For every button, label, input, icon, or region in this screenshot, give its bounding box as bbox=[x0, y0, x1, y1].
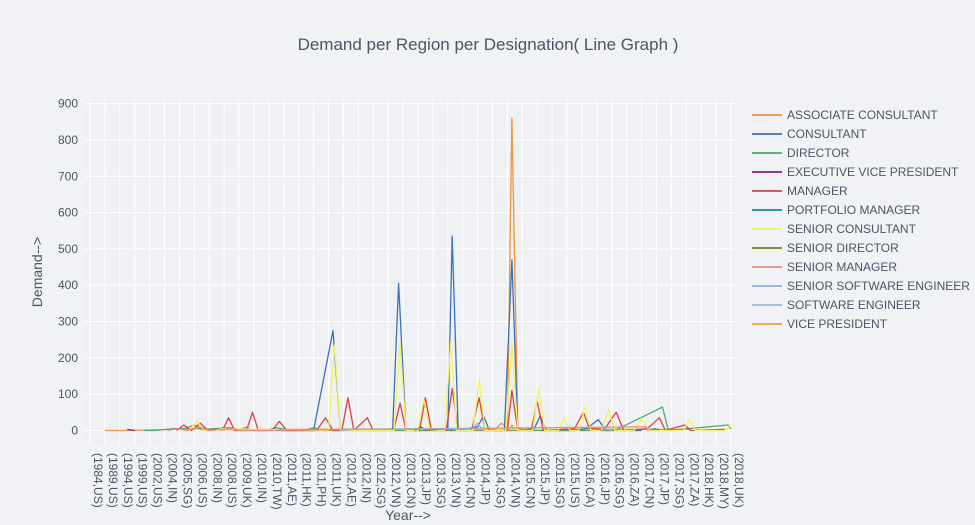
y-tick-label: 400 bbox=[58, 278, 78, 292]
x-tick-label: (2017,CN) bbox=[643, 453, 657, 508]
y-tick-label: 700 bbox=[58, 169, 78, 183]
legend-item[interactable]: SENIOR CONSULTANT bbox=[752, 222, 917, 236]
x-tick-label: (2011,PH) bbox=[315, 453, 329, 507]
x-tick-label: (1999,US) bbox=[136, 453, 150, 508]
x-tick-label: (2004,IN) bbox=[166, 453, 180, 503]
legend-item[interactable]: DIRECTOR bbox=[752, 146, 850, 160]
x-tick-label: (2013,SG) bbox=[434, 453, 448, 508]
x-axis-ticks: (1984,US) (1989,US) (1994,US) (1999,US) (200… bbox=[91, 453, 746, 510]
x-tick-label: (2009,UK) bbox=[240, 453, 254, 508]
legend-item[interactable]: SENIOR MANAGER bbox=[752, 260, 897, 274]
x-tick-label: (2008,IN) bbox=[210, 453, 224, 503]
x-tick-label: (2012,AE) bbox=[344, 453, 358, 507]
series-line bbox=[599, 428, 612, 432]
x-tick-label: (2014,JP) bbox=[479, 453, 493, 505]
legend-item[interactable]: SENIOR DIRECTOR bbox=[752, 241, 899, 255]
x-tick-label: (2018,MY) bbox=[717, 453, 731, 509]
legend-item[interactable]: SENIOR SOFTWARE ENGINEER bbox=[752, 279, 970, 293]
y-tick-label: 200 bbox=[58, 351, 78, 365]
legend-item[interactable]: CONSULTANT bbox=[752, 127, 867, 141]
x-tick-label: (2014,SG) bbox=[493, 453, 507, 508]
x-tick-label: (2017,JP) bbox=[657, 453, 671, 505]
x-tick-label: (2008,US) bbox=[225, 453, 239, 508]
x-tick-label: (2017,ZA) bbox=[687, 453, 701, 506]
gridlines bbox=[85, 100, 736, 445]
x-axis-label: Year--> bbox=[385, 507, 431, 523]
legend-label: PORTFOLIO MANAGER bbox=[787, 203, 920, 217]
legend-label: SENIOR CONSULTANT bbox=[787, 222, 917, 236]
x-tick-label: (2011,HK) bbox=[300, 453, 314, 507]
legend-label: SENIOR SOFTWARE ENGINEER bbox=[787, 279, 970, 293]
series-line bbox=[508, 424, 516, 431]
x-tick-label: (2015,US) bbox=[568, 453, 582, 508]
legend[interactable]: ASSOCIATE CONSULTANT CONSULTANT DIRECTOR EX… bbox=[752, 108, 970, 331]
x-tick-label: (1989,US) bbox=[106, 453, 120, 508]
x-tick-label: (2012,IN) bbox=[359, 453, 373, 503]
legend-label: EXECUTIVE VICE PRESIDENT bbox=[787, 165, 959, 179]
x-tick-label: (2016,ZA) bbox=[628, 453, 642, 506]
y-tick-label: 900 bbox=[58, 97, 78, 111]
x-tick-label: (2002,US) bbox=[151, 453, 165, 508]
series-lines bbox=[104, 117, 732, 432]
x-tick-label: (2006,US) bbox=[195, 453, 209, 508]
x-tick-label: (2005,SG) bbox=[180, 453, 194, 508]
legend-item[interactable]: MANAGER bbox=[752, 184, 848, 198]
legend-label: CONSULTANT bbox=[787, 127, 867, 141]
legend-label: SENIOR DIRECTOR bbox=[787, 241, 899, 255]
legend-label: MANAGER bbox=[787, 184, 848, 198]
y-tick-label: 800 bbox=[58, 133, 78, 147]
legend-item[interactable]: PORTFOLIO MANAGER bbox=[752, 203, 920, 217]
x-tick-label: (2016,JP) bbox=[598, 453, 612, 505]
plot-area bbox=[85, 100, 736, 445]
legend-label: ASSOCIATE CONSULTANT bbox=[787, 108, 938, 122]
series-line bbox=[337, 422, 485, 432]
x-tick-label: (2016,CA) bbox=[583, 453, 597, 508]
legend-label: DIRECTOR bbox=[787, 146, 850, 160]
legend-item[interactable]: SOFTWARE ENGINEER bbox=[752, 298, 921, 312]
legend-item[interactable]: VICE PRESIDENT bbox=[752, 317, 888, 331]
legend-label: SOFTWARE ENGINEER bbox=[787, 298, 921, 312]
x-tick-label: (2017,SG) bbox=[672, 453, 686, 508]
legend-label: SENIOR MANAGER bbox=[787, 260, 897, 274]
x-tick-label: (1994,US) bbox=[121, 453, 135, 508]
x-tick-label: (2013,JP) bbox=[419, 453, 433, 505]
y-tick-label: 0 bbox=[71, 423, 78, 437]
x-tick-label: (2011,AE) bbox=[285, 453, 299, 506]
y-tick-label: 600 bbox=[58, 206, 78, 220]
y-axis-ticks: 0 100 200 300 400 500 600 700 800 900 bbox=[58, 97, 78, 438]
legend-label: VICE PRESIDENT bbox=[787, 317, 888, 331]
series-line bbox=[127, 428, 135, 432]
x-tick-label: (2014,CN) bbox=[464, 453, 478, 508]
y-tick-label: 100 bbox=[58, 387, 78, 401]
x-tick-label: (2015,JP) bbox=[538, 453, 552, 505]
y-tick-label: 300 bbox=[58, 315, 78, 329]
x-tick-label: (2013,CN) bbox=[404, 453, 418, 508]
series-line bbox=[187, 340, 732, 432]
chart-title: Demand per Region per Designation( Line … bbox=[298, 35, 679, 54]
y-axis-label: Demand--> bbox=[29, 237, 45, 307]
x-tick-label: (2010,IN) bbox=[255, 453, 269, 503]
x-tick-label: (1984,US) bbox=[91, 453, 105, 508]
x-tick-label: (2012,VN) bbox=[389, 453, 403, 508]
x-tick-label: (2018,UK) bbox=[732, 453, 746, 508]
legend-item[interactable]: ASSOCIATE CONSULTANT bbox=[752, 108, 938, 122]
y-tick-label: 500 bbox=[58, 242, 78, 256]
x-tick-label: (2010,TW) bbox=[270, 453, 284, 510]
x-tick-label: (2016,SG) bbox=[613, 453, 627, 508]
x-tick-label: (2015,SG) bbox=[553, 453, 567, 508]
x-tick-label: (2013,VN) bbox=[449, 453, 463, 508]
plot-background bbox=[85, 100, 736, 445]
x-tick-label: (2011,UK) bbox=[330, 453, 344, 507]
x-tick-label: (2018,HK) bbox=[702, 453, 716, 508]
legend-item[interactable]: EXECUTIVE VICE PRESIDENT bbox=[752, 165, 959, 179]
x-tick-label: (2015,CN) bbox=[523, 453, 537, 508]
x-tick-label: (2014,VN) bbox=[508, 453, 522, 508]
x-tick-label: (2012,SG) bbox=[374, 453, 388, 508]
